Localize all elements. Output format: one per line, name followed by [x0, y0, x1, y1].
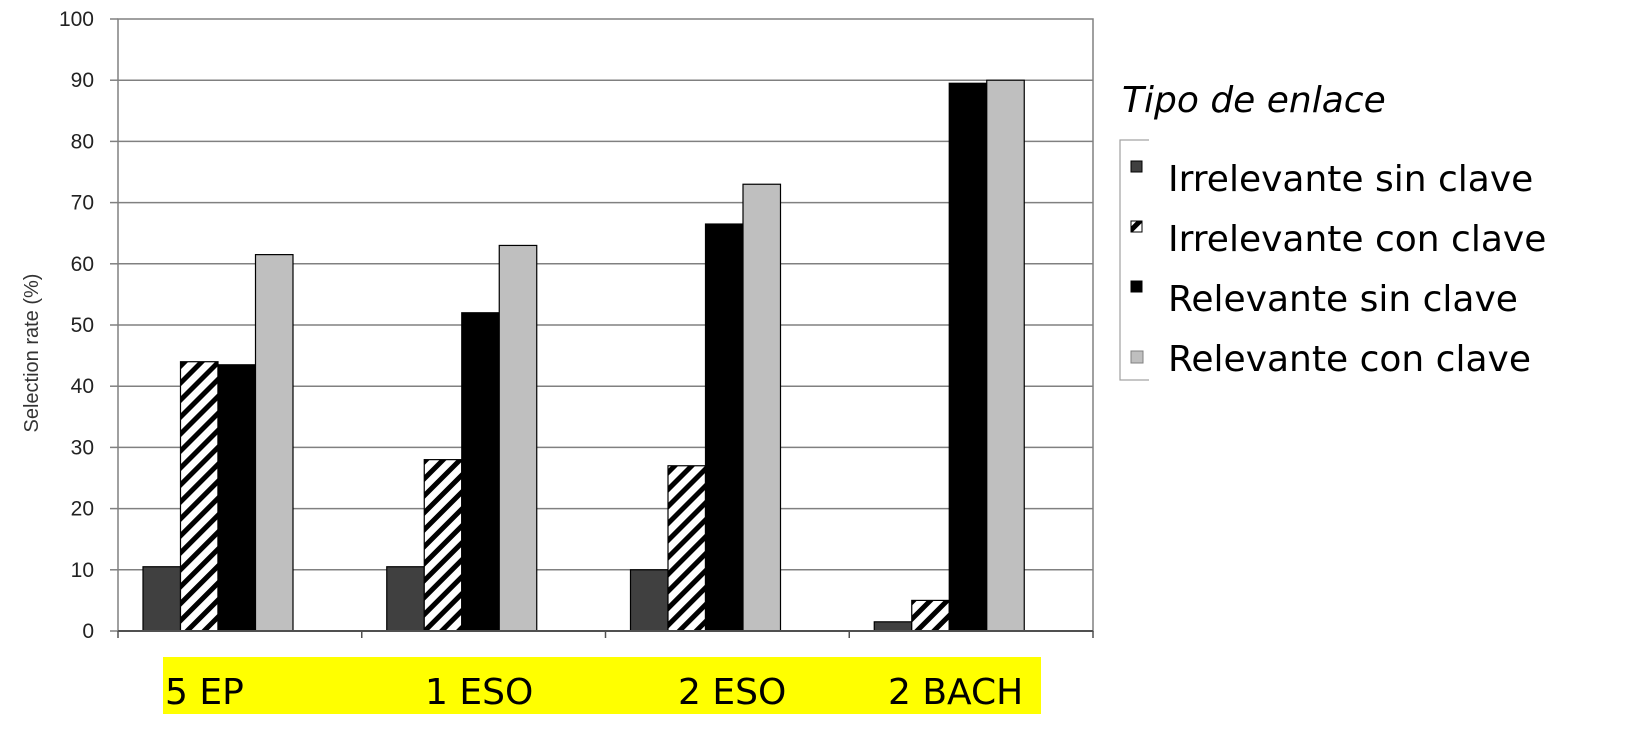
bar-irrelevante-con-clave [667, 465, 707, 632]
bar-relevante-con-clave [742, 183, 782, 632]
legend-swatch-irrelevante-sin-clave [1130, 160, 1143, 173]
category-highlight [163, 657, 1041, 714]
bar-irrelevante-con-clave [423, 459, 463, 632]
y-tick-label: 60 [71, 253, 94, 276]
bar-relevante-con-clave [498, 244, 538, 632]
bar-relevante-con-clave [254, 254, 294, 632]
bar-relevante-sin-clave [461, 312, 500, 632]
category-label: 2 BACH [888, 672, 1023, 713]
y-axis-ticks: 0 10 20 30 40 50 60 70 80 90 100 [59, 8, 118, 643]
y-tick-label: 80 [71, 130, 94, 153]
x-axis [117, 630, 1094, 638]
legend-swatch-relevante-sin-clave [1130, 280, 1143, 293]
y-tick-label: 100 [59, 8, 94, 31]
category-label: 2 ESO [678, 672, 786, 713]
bar-irrelevante-con-clave [911, 599, 950, 632]
legend-label: Irrelevante con clave [1168, 219, 1546, 260]
legend: Tipo de enlace Irrelevante sin claveIrre… [1119, 80, 1546, 382]
x-axis-categories: 5 EP 1 ESO 2 ESO 2 BACH [163, 657, 1041, 714]
bar-relevante-sin-clave [948, 82, 988, 632]
plot-area: 0 10 20 30 40 50 60 70 80 90 100 [59, 8, 1094, 643]
y-tick-label: 30 [71, 436, 94, 459]
bar-irrelevante-sin-clave [142, 566, 182, 632]
category-label: 5 EP [165, 672, 244, 713]
legend-swatch-relevante-con-clave [1130, 350, 1144, 364]
y-tick-label: 10 [71, 559, 94, 582]
bar-irrelevante-sin-clave [629, 569, 669, 632]
legend-swatch-irrelevante-con-clave [1130, 220, 1143, 233]
category-label: 1 ESO [425, 672, 533, 713]
y-axis-label: Selection rate (%) [21, 274, 43, 433]
legend-box-cover [1149, 139, 1169, 382]
y-tick-label: 90 [71, 69, 94, 92]
bar-irrelevante-sin-clave [873, 621, 913, 632]
bar-relevante-sin-clave [704, 223, 744, 632]
y-tick-label: 20 [71, 498, 94, 521]
bar-irrelevante-con-clave [179, 361, 219, 632]
legend-title: Tipo de enlace [1122, 80, 1386, 121]
bar-relevante-con-clave [986, 79, 1025, 632]
y-tick-label: 70 [71, 192, 94, 215]
y-tick-label: 50 [71, 314, 94, 337]
y-tick-label: 40 [71, 375, 94, 398]
legend-items: Irrelevante sin clave Irrelevante con cla… [1130, 159, 1546, 380]
legend-label: Relevante sin clave [1168, 279, 1518, 320]
bars [142, 79, 1025, 632]
legend-label: Relevante con clave [1168, 339, 1531, 380]
bar-irrelevante-sin-clave [386, 566, 425, 632]
bar-relevante-sin-clave [217, 364, 257, 632]
legend-label: Irrelevante sin clave [1168, 159, 1533, 200]
y-tick-label: 0 [82, 620, 94, 643]
